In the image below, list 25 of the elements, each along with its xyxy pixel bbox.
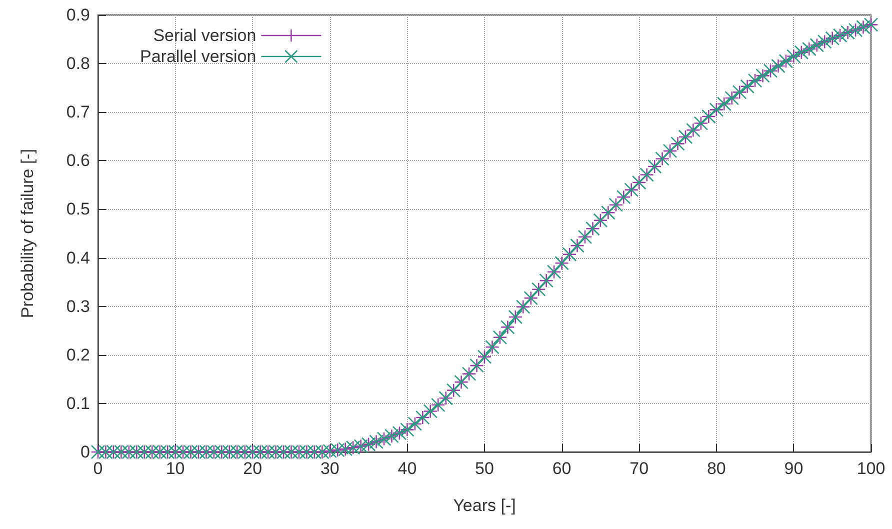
x-tick-label: 20 (243, 459, 262, 478)
y-tick-label: 0.6 (66, 151, 90, 170)
y-tick-label: 0.8 (66, 54, 90, 74)
y-axis-title: Probability of failure [-] (18, 148, 37, 318)
y-tick-label: 0.4 (66, 248, 90, 268)
x-tick-label: 50 (475, 459, 494, 478)
legend-label: Serial version (153, 26, 256, 45)
y-tick-label: 0 (80, 442, 90, 462)
y-tick-label: 0.2 (66, 345, 90, 364)
x-tick-label: 60 (552, 459, 572, 478)
y-tick-label: 0.7 (66, 102, 90, 122)
y-tick-label: 0.1 (66, 394, 90, 413)
x-tick-label: 100 (856, 459, 886, 478)
x-tick-label: 0 (93, 459, 103, 478)
x-tick-label: 10 (166, 459, 185, 478)
y-tick-label: 0.9 (66, 6, 90, 24)
x-tick-label: 70 (630, 459, 649, 478)
x-tick-label: 90 (784, 459, 804, 478)
y-tick-label: 0.5 (66, 200, 90, 219)
y-tick-label: 0.3 (66, 296, 90, 316)
legend-label: Parallel version (140, 47, 256, 66)
x-tick-label: 40 (398, 459, 417, 478)
x-tick-label: 80 (706, 459, 726, 478)
x-tick-label: 30 (320, 459, 340, 478)
x-axis-title: Years [-] (453, 496, 516, 515)
